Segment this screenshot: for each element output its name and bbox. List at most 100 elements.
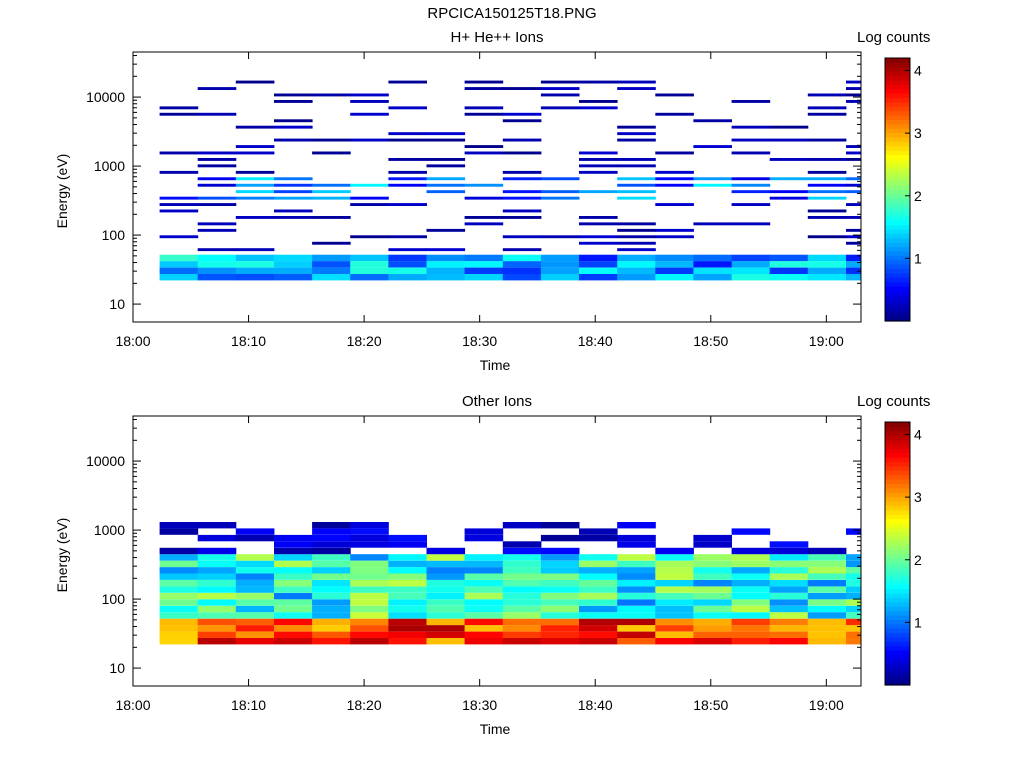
heatmap-cell (350, 138, 389, 142)
heatmap-cell (159, 560, 199, 568)
colorbar-segment (885, 84, 910, 90)
heatmap-cell (464, 106, 504, 110)
colorbar-segment (885, 176, 910, 182)
heatmap-cell (769, 274, 809, 281)
heatmap-cell (388, 106, 427, 110)
heatmap-cell (579, 216, 618, 219)
heatmap-cell (274, 605, 313, 613)
heatmap-cell (388, 80, 427, 84)
heatmap-cell (350, 534, 389, 542)
colorbar-segment (885, 93, 910, 99)
heatmap-cell (769, 138, 809, 142)
colorbar-segment (885, 237, 910, 243)
heatmap-cell (312, 522, 351, 529)
colorbar-frame (884, 421, 911, 686)
colorbar-segment (885, 557, 910, 563)
x-tick-label: 18:00 (115, 333, 150, 349)
heatmap-cell (197, 618, 237, 626)
heatmap-cell (274, 209, 313, 213)
heatmap-cell (846, 560, 862, 568)
heatmap-cell (731, 528, 771, 535)
heatmap-cell (540, 605, 580, 613)
heatmap-cell (274, 267, 313, 274)
heatmap-cell (350, 196, 389, 200)
heatmap-cell (846, 612, 862, 619)
heatmap-cell (846, 267, 862, 274)
heatmap-cell (807, 112, 847, 116)
colorbar-segment (885, 579, 910, 585)
colorbar-segment (885, 645, 910, 651)
heatmap-cell (617, 618, 656, 626)
colorbar-segment (885, 79, 910, 85)
heatmap-cell (693, 618, 732, 626)
heatmap-cell (388, 625, 427, 632)
colorbar-segment (885, 290, 910, 296)
heatmap-cell (731, 177, 771, 181)
heatmap-cell (846, 573, 862, 580)
heatmap-cell (731, 267, 771, 274)
heatmap-cell (540, 80, 580, 84)
heatmap-cell (655, 261, 694, 268)
heatmap-cell (350, 528, 389, 535)
heatmap-cell (159, 592, 199, 600)
heatmap-cell (235, 605, 275, 613)
colorbar-segment (885, 66, 910, 72)
heatmap-cell (540, 625, 580, 632)
heatmap-cell (274, 599, 313, 606)
heatmap-cell (274, 618, 313, 626)
heatmap-cell (807, 190, 847, 194)
heatmap-cell (159, 528, 199, 535)
heatmap-cell (502, 112, 542, 116)
heatmap-cell (274, 138, 313, 142)
heatmap-cell (235, 190, 275, 194)
x-tick-label: 18:10 (231, 333, 266, 349)
heatmap-cell (426, 567, 466, 574)
heatmap-cell (693, 222, 732, 226)
heatmap-cell (846, 605, 862, 613)
heatmap-cell (502, 599, 542, 606)
heatmap-cell (350, 235, 389, 239)
heatmap-cell (350, 567, 389, 574)
heatmap-cell (846, 158, 862, 161)
heatmap-cell (502, 190, 542, 194)
y-tick-label: 1000 (94, 522, 125, 538)
heatmap-cell (350, 112, 389, 116)
y-tick-label: 1000 (94, 158, 125, 174)
heatmap-cell (235, 586, 275, 593)
heatmap-cell (274, 100, 313, 103)
heatmap-cell (235, 528, 275, 535)
heatmap-cell (235, 145, 275, 148)
heatmap-cell (197, 261, 237, 268)
colorbar-segment (885, 619, 910, 625)
heatmap-cell (846, 93, 862, 97)
heatmap-cell (274, 216, 313, 219)
heatmap-cell (502, 261, 542, 268)
colorbar-segment (885, 316, 910, 322)
panel2-title: Other Ions (461, 393, 533, 410)
heatmap-cell (388, 560, 427, 568)
heatmap-cell (274, 190, 313, 194)
heatmap-cell (731, 274, 771, 281)
colorbar-segment (885, 439, 910, 445)
heatmap-cell (388, 248, 427, 252)
heatmap-cell (769, 254, 809, 262)
colorbar-segment (885, 154, 910, 160)
colorbar-segment (885, 62, 910, 68)
heatmap-cell (540, 87, 580, 90)
heatmap-cell (655, 267, 694, 274)
heatmap-cell (312, 554, 351, 561)
heatmap-cell (807, 261, 847, 268)
heatmap-cell (197, 203, 237, 206)
x-tick-label: 18:20 (347, 333, 382, 349)
heatmap-cell (693, 177, 732, 181)
heatmap-cell (312, 625, 351, 632)
heatmap-cell (502, 573, 542, 580)
colorbar-tick-label: 3 (914, 489, 922, 505)
colorbar-segment (885, 119, 910, 125)
heatmap-cell (846, 80, 862, 84)
colorbar-segment (885, 457, 910, 463)
heatmap-cell (693, 612, 732, 619)
heatmap-cell (312, 528, 351, 535)
heatmap-cell (540, 580, 580, 587)
heatmap-cell (197, 599, 237, 606)
